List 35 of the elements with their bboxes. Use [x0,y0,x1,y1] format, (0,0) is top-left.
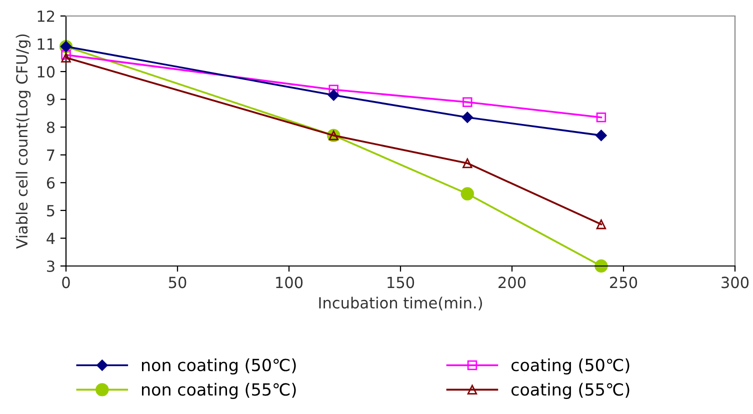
y-tick-label: 4 [46,232,55,244]
point [462,97,472,107]
point [594,259,608,273]
legend-label: coating (50℃) [511,358,630,375]
legend-label: non coating (55℃) [142,382,296,399]
point [596,130,607,142]
legend-label: non coating (50℃) [142,358,296,375]
point [61,50,71,60]
y-tick-label: 7 [47,150,54,161]
point [596,112,606,122]
y-tick-label: 8 [46,122,55,134]
x-tick-label: 200 [498,276,526,288]
x-tick-label: 100 [276,276,303,288]
x-axis-title: Incubation time(min.) [319,296,482,310]
legend-label: coating (55℃) [511,382,630,399]
x-tick-label: 0 [62,276,70,288]
y-tick-label: 11 [38,38,54,50]
x-tick-label: 300 [722,276,749,288]
x-tick-label: 150 [388,276,414,288]
point [61,52,71,63]
y-tick-label: 10 [38,66,55,78]
y-tick-label: 3 [47,260,54,272]
point [460,187,474,200]
y-tick-label: 5 [47,205,54,216]
y-axis-title: Viable cell count(Log CFU/g) [16,34,31,249]
point [328,90,340,101]
y-tick-label: 9 [46,94,55,106]
x-tick-label: 50 [168,276,186,288]
point [328,84,338,94]
point [462,158,472,168]
y-tick-label: 12 [38,10,54,22]
y-tick-label: 6 [46,177,55,189]
point [596,219,606,230]
point [462,112,474,123]
x-tick-label: 250 [610,276,638,288]
